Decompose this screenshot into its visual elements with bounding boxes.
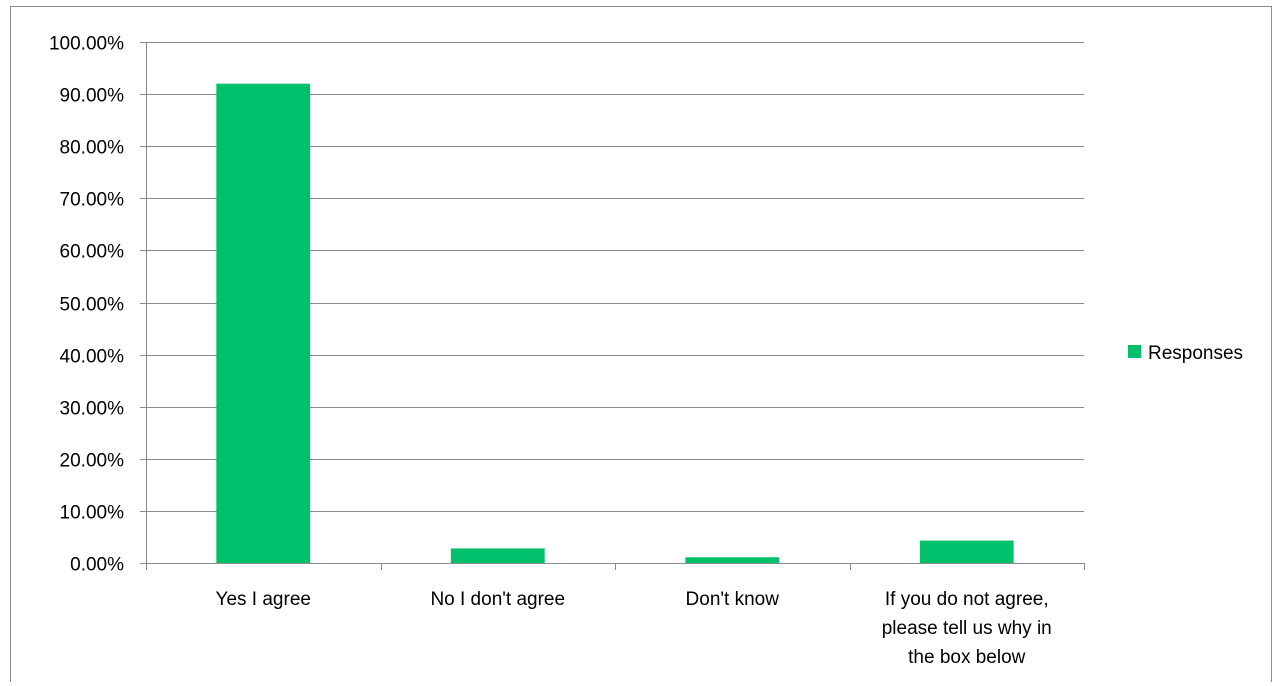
y-tick-label: 70.00% [60, 190, 125, 211]
category-label: the box below [908, 647, 1026, 668]
y-tick-label: 20.00% [60, 451, 125, 472]
category-label: please tell us why in [882, 618, 1052, 639]
category-label: If you do not agree, [885, 589, 1049, 610]
y-tick-label: 40.00% [60, 347, 125, 368]
y-tick-label: 30.00% [60, 399, 125, 420]
bar [919, 540, 1014, 563]
y-tick-label: 100.00% [49, 34, 124, 55]
y-tick-label: 60.00% [60, 242, 125, 263]
category-label: No I don't agree [430, 589, 565, 610]
legend-swatch [1128, 345, 1141, 358]
y-tick-label: 0.00% [70, 555, 124, 576]
bar [450, 548, 545, 563]
bar [216, 83, 311, 564]
y-tick-label: 80.00% [60, 138, 125, 159]
category-label: Don't know [686, 589, 780, 610]
legend-label: Responses [1148, 343, 1243, 364]
y-tick-label: 50.00% [60, 295, 125, 316]
y-tick-label: 10.00% [60, 503, 125, 524]
category-label: Yes I agree [216, 589, 311, 610]
y-tick-label: 90.00% [60, 86, 125, 107]
bar [685, 557, 780, 563]
